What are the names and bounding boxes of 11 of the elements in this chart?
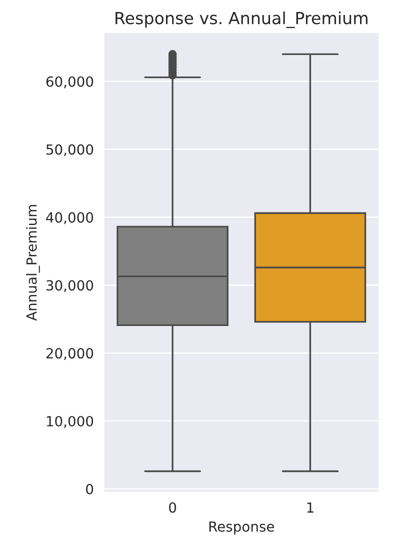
y-tick-label: 30,000 [46, 280, 94, 292]
chart-title: Response vs. Annual_Premium [116, 11, 368, 28]
y-tick-label: 0 [86, 484, 94, 494]
y-tick-label: 60,000 [46, 76, 94, 88]
y-axis-title: Annual_Premium [26, 205, 40, 321]
y-tick-label: 40,000 [46, 212, 94, 224]
x-tick-label: 1 [307, 502, 314, 513]
y-tick-label: 20,000 [46, 348, 94, 360]
y-tick-label: 10,000 [46, 416, 94, 428]
y-tick-label: 50,000 [46, 144, 94, 156]
x-axis-title: Response [209, 521, 274, 534]
